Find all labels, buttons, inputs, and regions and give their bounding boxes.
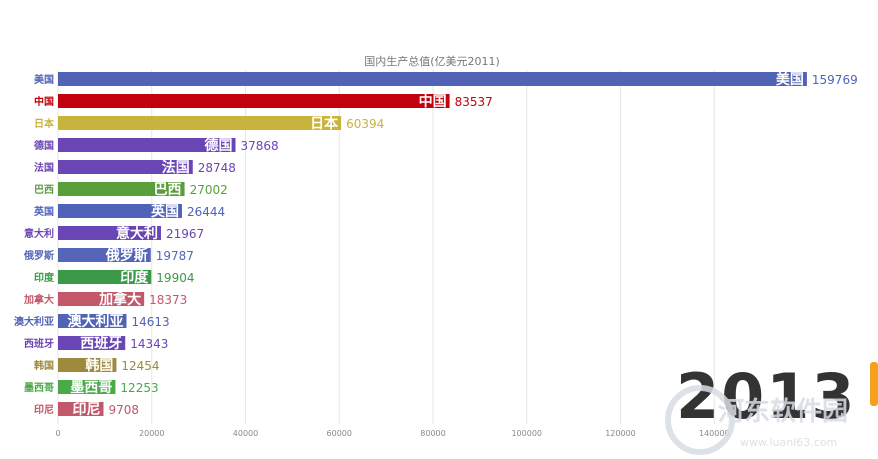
- x-tick-label: 80000: [420, 429, 445, 438]
- bar-row: 中国 中国 83537: [34, 93, 493, 110]
- bar: [58, 182, 185, 196]
- bar: [58, 314, 127, 328]
- value-label: 18373: [149, 293, 187, 307]
- value-label: 37868: [241, 139, 279, 153]
- edge-badge-icon: [870, 362, 878, 406]
- category-label: 法国: [34, 161, 54, 174]
- bar: [58, 270, 152, 284]
- bar-inner-label: 法国: [162, 159, 190, 176]
- value-label: 9708: [109, 403, 140, 417]
- category-label: 德国: [33, 139, 54, 152]
- bar-row: 西班牙 西班牙 14343: [24, 335, 168, 352]
- bar-inner-label: 西班牙: [80, 335, 122, 352]
- bar-row: 德国 德国 37868: [33, 137, 279, 154]
- bar-inner-label: 加拿大: [98, 291, 141, 308]
- value-label: 12454: [121, 359, 159, 373]
- category-label: 俄罗斯: [23, 249, 54, 262]
- watermark-brand-text: 河东软件园: [718, 396, 848, 427]
- value-label: 159769: [812, 73, 858, 87]
- bar: [58, 358, 117, 372]
- bar-row: 意大利 意大利 21967: [24, 225, 204, 242]
- value-label: 83537: [455, 95, 493, 109]
- category-label: 中国: [34, 95, 54, 108]
- category-label: 西班牙: [24, 337, 54, 350]
- bar-inner-label: 澳大利亚: [67, 313, 123, 330]
- bar: [58, 226, 161, 240]
- category-label: 墨西哥: [24, 382, 54, 394]
- bar-row: 印尼 印尼 9708: [34, 401, 139, 418]
- bar: [58, 336, 126, 350]
- bar-inner-label: 中国: [419, 93, 447, 110]
- bar-inner-label: 英国: [150, 203, 179, 220]
- category-label: 印尼: [34, 404, 54, 416]
- bar-row: 英国 英国 26444: [33, 203, 225, 220]
- chart-title: 国内生产总值(亿美元2011): [364, 54, 500, 68]
- x-tick-label: 100000: [511, 429, 542, 438]
- category-label: 印度: [34, 271, 55, 284]
- value-label: 14343: [130, 337, 168, 351]
- bar-row: 法国 法国 28748: [34, 159, 236, 176]
- x-tick-label: 0: [55, 429, 60, 438]
- bar-inner-label: 印尼: [73, 401, 101, 418]
- category-label: 巴西: [34, 184, 54, 196]
- bar: [58, 204, 182, 218]
- category-label: 加拿大: [23, 293, 54, 306]
- value-label: 12253: [120, 381, 158, 395]
- watermark-logo-icon: [665, 385, 735, 455]
- bar: [58, 380, 116, 394]
- value-label: 14613: [131, 315, 169, 329]
- x-tick-label: 120000: [605, 429, 636, 438]
- bar: [58, 116, 342, 130]
- bar-row: 澳大利亚 澳大利亚 14613: [14, 313, 170, 330]
- value-label: 19904: [156, 271, 194, 285]
- category-label: 美国: [34, 73, 54, 86]
- value-label: 60394: [346, 117, 384, 131]
- x-tick-label: 140000: [699, 429, 730, 438]
- category-label: 韩国: [34, 359, 54, 372]
- bar-inner-label: 德国: [205, 137, 233, 154]
- x-tick-label: 40000: [233, 429, 258, 438]
- bar: [58, 160, 193, 174]
- bar-row: 美国 美国 159769: [34, 71, 858, 88]
- bar: [58, 138, 236, 152]
- x-tick-label: 60000: [327, 429, 352, 438]
- bar-row: 加拿大 加拿大 18373: [23, 291, 187, 308]
- category-label: 意大利: [24, 227, 54, 240]
- watermark: 河东软件园 www.luanl63.com: [665, 385, 848, 455]
- bar: [58, 292, 145, 306]
- bars: 美国 美国 159769中国 中国 83537日本 日本 60394德国 德国 37868法国法…: [14, 71, 858, 418]
- bar-row: 巴西 巴西 27002: [34, 182, 228, 198]
- bar-inner-label: 印度: [120, 269, 149, 286]
- category-label: 英国: [33, 205, 54, 218]
- bar-inner-label: 韩国: [85, 357, 113, 374]
- bar-inner-label: 俄罗斯: [105, 247, 148, 264]
- category-label: 澳大利亚: [14, 315, 54, 328]
- bar: [58, 248, 151, 262]
- bar-inner-label: 意大利: [116, 225, 158, 242]
- bar-row: 韩国 韩国 12454: [34, 357, 160, 374]
- value-label: 28748: [198, 161, 236, 175]
- bar: [58, 72, 807, 86]
- bar-inner-label: 巴西: [154, 182, 182, 198]
- bar-row: 墨西哥 墨西哥 12253: [24, 380, 159, 396]
- bar-row: 印度 印度 19904: [34, 269, 194, 286]
- value-label: 27002: [190, 183, 228, 197]
- value-label: 19787: [156, 249, 194, 263]
- bar: [58, 94, 450, 108]
- bar-row: 俄罗斯 俄罗斯 19787: [23, 247, 194, 264]
- watermark-url-text: www.luanl63.com: [740, 436, 837, 449]
- value-label: 21967: [166, 227, 204, 241]
- x-tick-label: 20000: [139, 429, 164, 438]
- value-label: 26444: [187, 205, 225, 219]
- category-label: 日本: [34, 117, 55, 130]
- bar-inner-label: 墨西哥: [70, 380, 112, 396]
- year-label: 2013: [676, 360, 857, 433]
- bar-inner-label: 美国: [776, 71, 804, 88]
- bar: [58, 402, 104, 416]
- x-axis-ticks: 0 20000 40000 60000 80000 100000 120000 140000: [55, 429, 729, 438]
- bar-inner-label: 日本: [310, 115, 339, 132]
- bar-row: 日本 日本 60394: [34, 115, 384, 132]
